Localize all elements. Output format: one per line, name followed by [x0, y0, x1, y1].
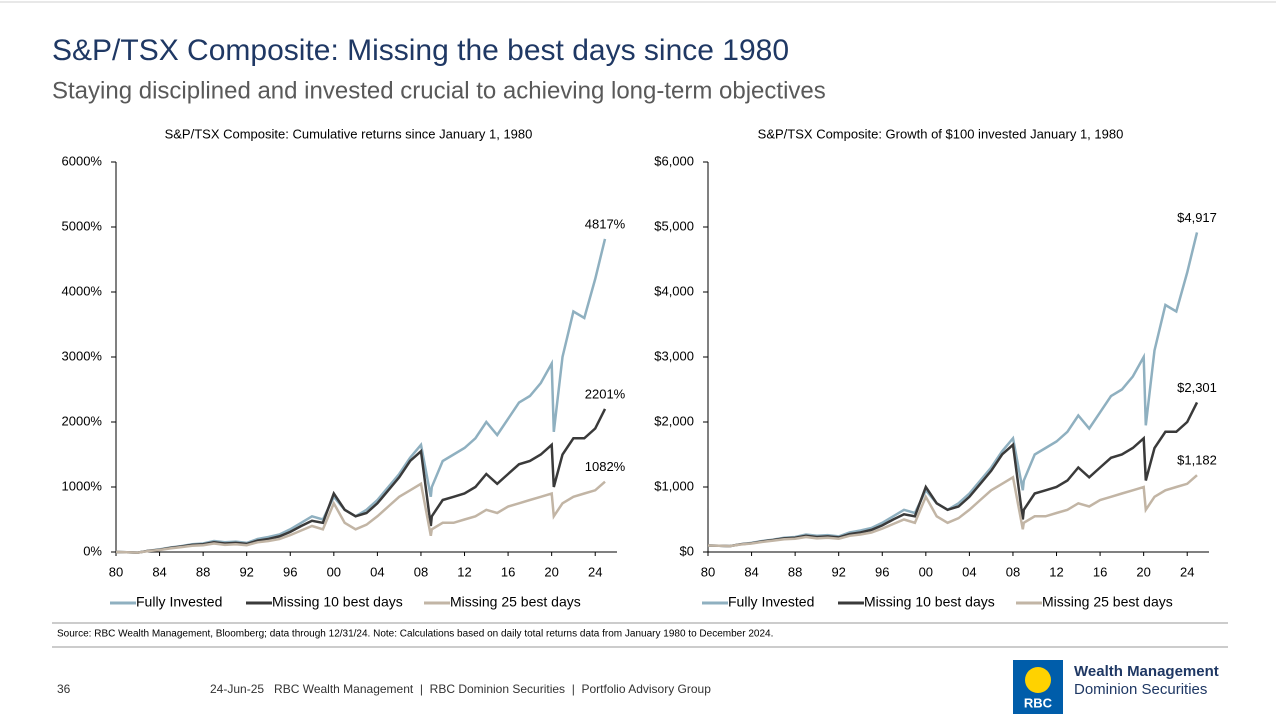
chart-title: S&P/TSX Composite: Growth of $100 invest… — [758, 126, 1124, 141]
page-number: 36 — [57, 682, 71, 696]
x-tick-label: 24 — [1180, 564, 1194, 579]
legend-label: Fully Invested — [136, 594, 222, 610]
x-tick-label: 12 — [1049, 564, 1063, 579]
x-tick-label: 20 — [544, 564, 558, 579]
x-tick-label: 08 — [414, 564, 428, 579]
x-tick-label: 84 — [152, 564, 166, 579]
end-label: $4,917 — [1177, 210, 1217, 225]
x-tick-label: 16 — [501, 564, 515, 579]
brand-line: Wealth Management — [1074, 663, 1219, 680]
logo-lion — [1025, 667, 1051, 693]
y-tick-label: $5,000 — [654, 218, 694, 233]
legend-label: Missing 10 best days — [864, 594, 995, 610]
x-tick-label: 00 — [919, 564, 933, 579]
series-line — [707, 474, 1198, 548]
end-label: 2201% — [585, 386, 626, 401]
legend-label: Missing 25 best days — [1042, 594, 1173, 610]
y-tick-label: 3000% — [62, 348, 103, 363]
x-tick-label: 96 — [283, 564, 297, 579]
x-tick-label: 00 — [327, 564, 341, 579]
x-tick-label: 88 — [788, 564, 802, 579]
logo-mark: RBC — [1024, 695, 1053, 710]
slide-title: S&P/TSX Composite: Missing the best days… — [52, 34, 789, 67]
y-tick-label: $4,000 — [654, 283, 694, 298]
x-tick-label: 80 — [701, 564, 715, 579]
x-tick-label: 04 — [370, 564, 384, 579]
y-tick-label: 5000% — [62, 218, 103, 233]
end-label: 4817% — [585, 216, 626, 231]
series-line — [115, 238, 607, 554]
y-tick-label: 4000% — [62, 283, 103, 298]
end-label: $2,301 — [1177, 380, 1217, 395]
y-tick-label: 0% — [83, 543, 102, 558]
x-tick-label: 96 — [875, 564, 889, 579]
x-tick-label: 88 — [196, 564, 210, 579]
y-tick-label: 2000% — [62, 413, 103, 428]
y-tick-label: 1000% — [62, 478, 103, 493]
series-line — [707, 232, 1199, 548]
source-note: Source: RBC Wealth Management, Bloomberg… — [57, 629, 773, 640]
legend-label: Missing 10 best days — [272, 594, 403, 610]
chart-title: S&P/TSX Composite: Cumulative returns si… — [165, 126, 533, 141]
y-tick-label: $1,000 — [654, 478, 694, 493]
slide-subtitle: Staying disciplined and invested crucial… — [52, 77, 826, 104]
y-tick-label: $2,000 — [654, 413, 694, 428]
y-tick-label: $6,000 — [654, 153, 694, 168]
legend-label: Fully Invested — [728, 594, 814, 610]
x-tick-label: 08 — [1006, 564, 1020, 579]
x-tick-label: 24 — [588, 564, 602, 579]
end-label: 1082% — [585, 459, 626, 474]
x-tick-label: 12 — [457, 564, 471, 579]
x-tick-label: 20 — [1136, 564, 1150, 579]
series-line — [115, 480, 606, 554]
x-tick-label: 16 — [1093, 564, 1107, 579]
x-tick-label: 04 — [962, 564, 976, 579]
y-tick-label: $0 — [680, 543, 694, 558]
legend-label: Missing 25 best days — [450, 594, 581, 610]
series-line — [707, 401, 1199, 548]
x-tick-label: 84 — [744, 564, 758, 579]
x-tick-label: 92 — [239, 564, 253, 579]
end-label: $1,182 — [1177, 453, 1217, 468]
y-tick-label: 6000% — [62, 153, 103, 168]
footer-text: 24-Jun-25 RBC Wealth Management | RBC Do… — [210, 682, 711, 696]
x-tick-label: 80 — [109, 564, 123, 579]
y-tick-label: $3,000 — [654, 348, 694, 363]
brand-line: Dominion Securities — [1074, 681, 1207, 698]
x-tick-label: 92 — [831, 564, 845, 579]
series-line — [115, 408, 607, 554]
